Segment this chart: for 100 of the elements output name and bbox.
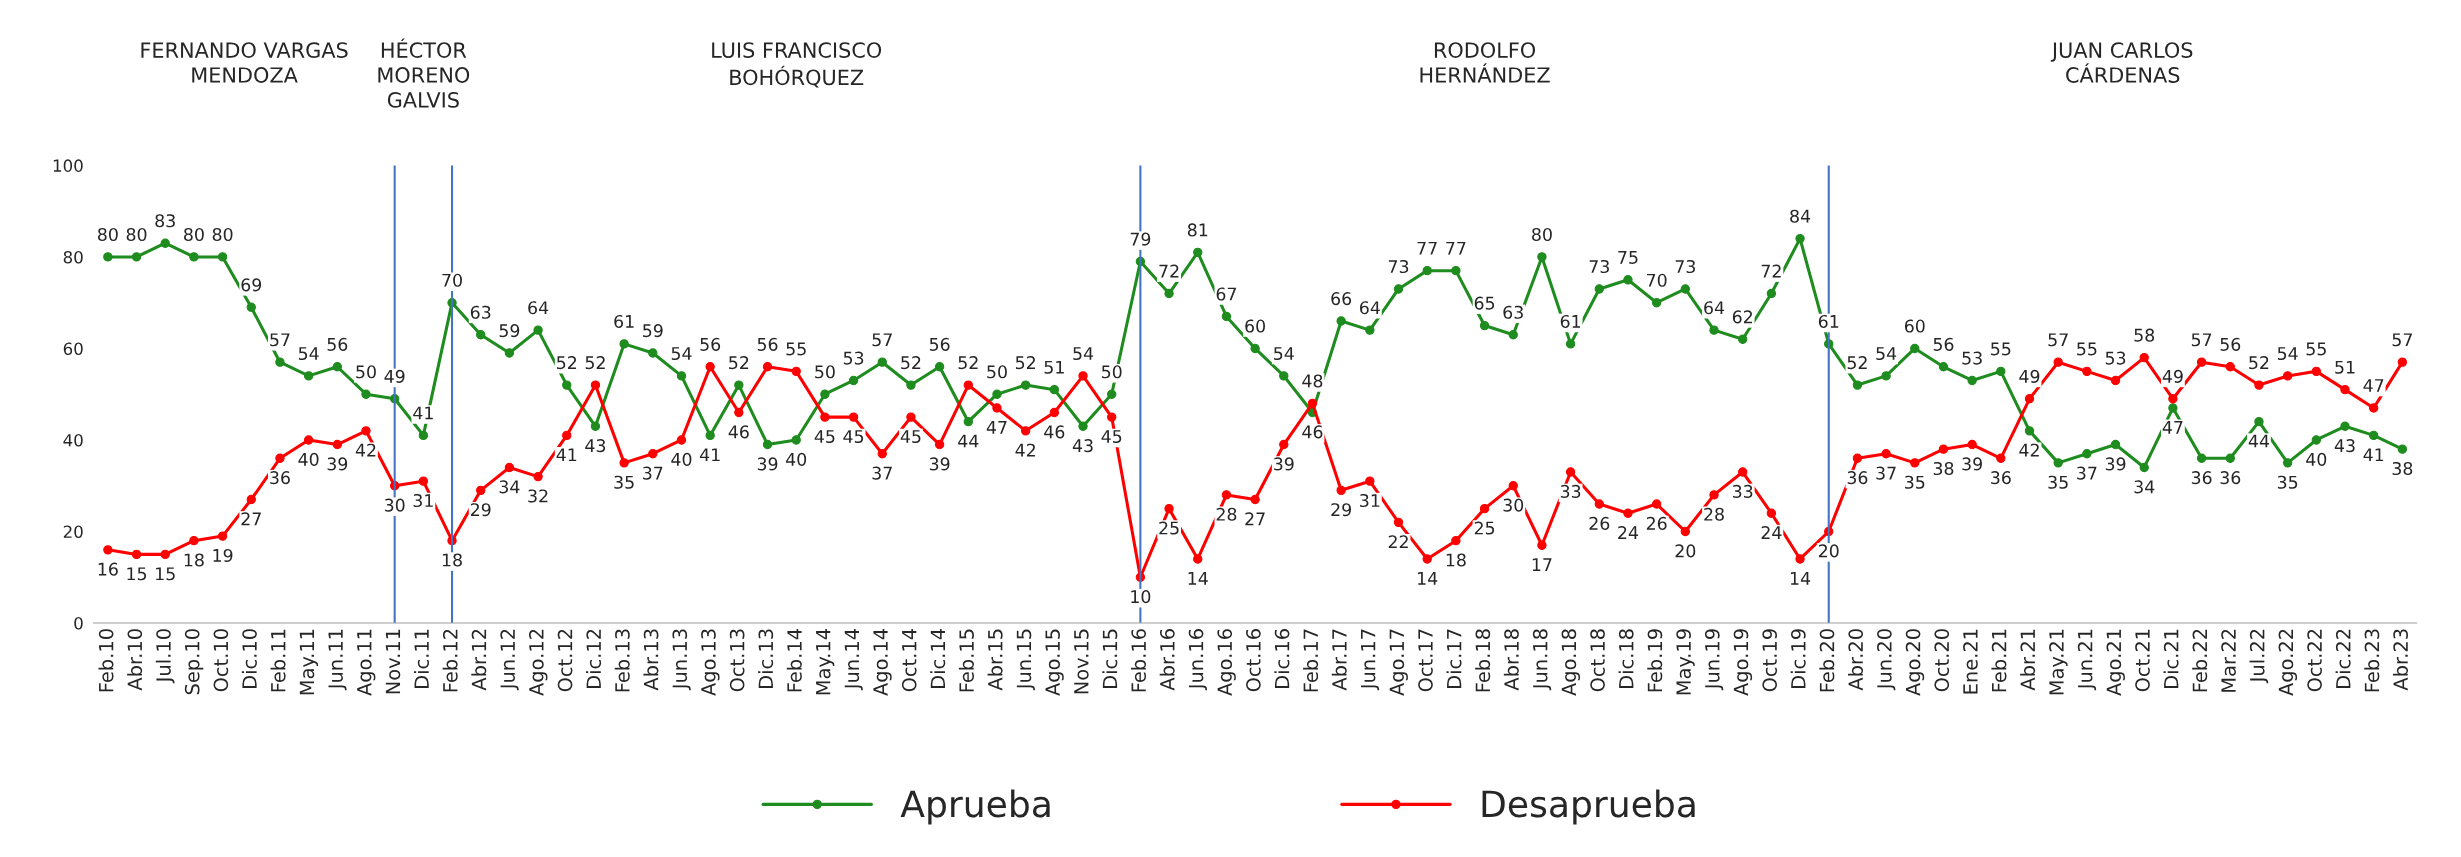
x-tick-label: Ago.22 bbox=[2278, 629, 2298, 696]
data-label: 27 bbox=[241, 512, 261, 526]
x-tick-label: Ago.19 bbox=[1733, 629, 1753, 696]
data-label: 46 bbox=[728, 425, 749, 439]
data-label: 77 bbox=[1417, 241, 1437, 255]
x-tick-label: Jul.10 bbox=[155, 629, 175, 684]
data-label: 35 bbox=[1905, 475, 1925, 489]
data-label: 39 bbox=[327, 457, 348, 471]
data-label: 56 bbox=[700, 337, 721, 351]
x-tick-label: Feb.21 bbox=[1991, 629, 2007, 692]
x-tick-label: Oct.16 bbox=[1246, 629, 1261, 692]
x-tick-label: Abr.18 bbox=[1503, 629, 1519, 691]
data-label: 57 bbox=[2392, 333, 2412, 347]
data-label: 57 bbox=[872, 333, 892, 347]
x-tick-label: Ago.15 bbox=[1045, 629, 1064, 696]
data-label: 37 bbox=[2077, 466, 2097, 480]
x-tick-label: Jun.18 bbox=[1532, 629, 1552, 691]
data-label: 72 bbox=[1159, 264, 1179, 278]
data-label: 61 bbox=[1818, 314, 1839, 329]
x-tick-label: Dic.16 bbox=[1274, 629, 1290, 688]
data-label: 44 bbox=[2248, 434, 2270, 448]
data-label: 64 bbox=[1704, 301, 1725, 315]
x-tick-label: Feb.14 bbox=[786, 628, 802, 692]
data-label: 50 bbox=[356, 365, 376, 379]
data-label: 49 bbox=[2019, 369, 2040, 383]
data-label: 54 bbox=[1073, 347, 1094, 361]
data-label: 52 bbox=[1847, 356, 1867, 370]
data-label: 61 bbox=[1560, 314, 1581, 329]
data-label: 36 bbox=[270, 471, 290, 485]
y-tick-label: 20 bbox=[63, 525, 83, 539]
data-label: 24 bbox=[1618, 526, 1639, 539]
data-label: 43 bbox=[1072, 439, 1093, 453]
data-label: 52 bbox=[729, 356, 749, 370]
data-label: 45 bbox=[814, 430, 835, 444]
x-tick-label: Feb.12 bbox=[442, 629, 458, 692]
data-label: 63 bbox=[470, 305, 491, 319]
text: RODOLFO HERNÁNDEZ bbox=[1420, 42, 1550, 83]
x-tick-label: Ago.12 bbox=[529, 629, 548, 696]
data-label: 34 bbox=[2134, 480, 2155, 494]
data-label: 31 bbox=[1360, 493, 1380, 508]
data-label: 73 bbox=[1589, 259, 1609, 274]
data-label: 56 bbox=[757, 337, 778, 351]
data-label: 57 bbox=[2191, 333, 2212, 347]
data-label: 49 bbox=[2162, 369, 2183, 383]
x-tick-label: Jun.20 bbox=[1877, 629, 1896, 691]
data-label: 54 bbox=[1274, 347, 1294, 361]
x-tick-label: Dic.13 bbox=[758, 629, 774, 688]
x-tick-label: Feb.18 bbox=[1475, 629, 1491, 692]
data-label: 24 bbox=[1761, 526, 1782, 539]
data-label: 41 bbox=[2363, 448, 2384, 462]
data-label: 63 bbox=[1503, 305, 1523, 319]
text: JUAN CARLOS CÁRDENAS bbox=[2050, 42, 2193, 83]
data-label: 59 bbox=[499, 324, 520, 338]
data-label: 56 bbox=[327, 337, 348, 351]
x-tick-label: Ago.17 bbox=[1389, 629, 1408, 696]
data-label: 45 bbox=[843, 430, 864, 444]
data-label: 38 bbox=[2392, 461, 2413, 476]
data-label: 37 bbox=[1876, 466, 1896, 480]
data-label: 73 bbox=[1388, 259, 1409, 274]
data-label: 54 bbox=[2277, 347, 2298, 361]
legend-label: Aprueba bbox=[900, 789, 1050, 825]
x-tick-label: Jun.21 bbox=[2077, 629, 2097, 691]
data-label: 55 bbox=[1991, 342, 2011, 356]
data-label: 25 bbox=[1474, 521, 1495, 535]
x-tick-label: Jun.17 bbox=[1361, 629, 1380, 691]
x-tick-label: Dic.10 bbox=[241, 629, 257, 688]
data-label: 42 bbox=[2019, 443, 2039, 457]
data-label: 43 bbox=[585, 439, 606, 453]
x-tick-label: Jun.11 bbox=[328, 629, 347, 691]
data-label: 81 bbox=[1187, 223, 1208, 237]
data-label: 73 bbox=[1675, 259, 1695, 274]
data-label: 39 bbox=[1962, 457, 1982, 471]
data-label: 47 bbox=[2162, 420, 2183, 434]
x-tick-label: Dic.11 bbox=[413, 629, 429, 688]
data-label: 77 bbox=[1446, 241, 1466, 255]
data-label: 53 bbox=[843, 351, 864, 365]
data-label: 41 bbox=[556, 448, 577, 462]
x-tick-label: Abr.12 bbox=[471, 629, 487, 691]
x-tick-label: Jun.15 bbox=[1016, 629, 1035, 691]
data-label: 14 bbox=[1188, 572, 1208, 585]
x-tick-label: Oct.20 bbox=[1934, 629, 1950, 692]
data-label: 30 bbox=[1503, 498, 1524, 512]
data-label: 69 bbox=[241, 278, 262, 292]
data-label: 72 bbox=[1761, 264, 1781, 278]
x-tick-label: Dic.21 bbox=[2163, 629, 2179, 688]
data-label: 22 bbox=[1388, 535, 1408, 549]
data-label: 80 bbox=[126, 227, 147, 242]
data-label: 70 bbox=[442, 273, 462, 287]
data-label: 18 bbox=[1446, 553, 1466, 567]
x-tick-label: Jun.19 bbox=[1704, 629, 1724, 691]
data-label: 47 bbox=[986, 420, 1007, 434]
data-label: 57 bbox=[270, 333, 290, 347]
data-label: 37 bbox=[872, 466, 892, 480]
x-tick-label: May.14 bbox=[816, 628, 835, 695]
data-label: 80 bbox=[97, 227, 118, 242]
data-label: 57 bbox=[2048, 333, 2068, 347]
data-label: 52 bbox=[557, 356, 577, 370]
x-tick-label: Feb.13 bbox=[614, 629, 630, 692]
data-label: 15 bbox=[156, 567, 175, 581]
data-label: 83 bbox=[155, 214, 175, 228]
